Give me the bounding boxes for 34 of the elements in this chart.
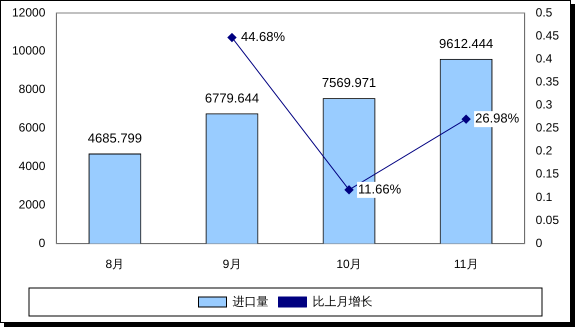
data-label: 7569.971 <box>322 75 376 90</box>
y-tick-label: 6000 <box>18 120 46 135</box>
y-tick-label: 0 <box>38 236 46 250</box>
y-tick-label: 12000 <box>12 5 46 20</box>
data-label: 11.66% <box>358 181 402 196</box>
y2-tick-label: 0 <box>536 236 543 250</box>
y-tick-label: 10000 <box>12 44 46 58</box>
legend-label: 比上月增长 <box>312 294 372 308</box>
data-label: 44.68% <box>240 29 286 44</box>
x-tick-label: 11月 <box>454 257 478 272</box>
data-label: 4685.799 <box>88 130 142 146</box>
y2-tick-label: 0.5 <box>536 5 553 20</box>
y2-tick-label: 0.05 <box>536 212 560 227</box>
point <box>462 114 471 124</box>
y2-tick-label: 0.2 <box>536 144 553 158</box>
y2-tick-label: 0.45 <box>536 28 560 42</box>
y2-tick-label: 0.15 <box>536 166 560 181</box>
legend-label: 进口量 <box>232 294 268 308</box>
y2-tick-label: 0.35 <box>536 74 560 88</box>
y2-tick-label: 0.3 <box>536 98 553 112</box>
point <box>227 33 236 42</box>
y2-tick-label: 0.4 <box>536 51 553 66</box>
x-tick-label: 9月 <box>222 257 242 272</box>
x-tick-label: 8月 <box>106 257 124 272</box>
data-label: 26.98% <box>475 110 520 126</box>
data-label: 6779.644 <box>204 90 260 106</box>
data-label: 9612.444 <box>438 36 494 51</box>
y2-tick-label: 0.1 <box>536 190 553 204</box>
y2-tick-label: 0.25 <box>536 120 560 135</box>
y-tick-label: 2000 <box>18 197 46 212</box>
x-tick-label: 10月 <box>336 257 362 272</box>
y-tick-label: 8000 <box>18 82 46 96</box>
point <box>344 185 354 194</box>
y-tick-label: 4000 <box>18 159 46 174</box>
